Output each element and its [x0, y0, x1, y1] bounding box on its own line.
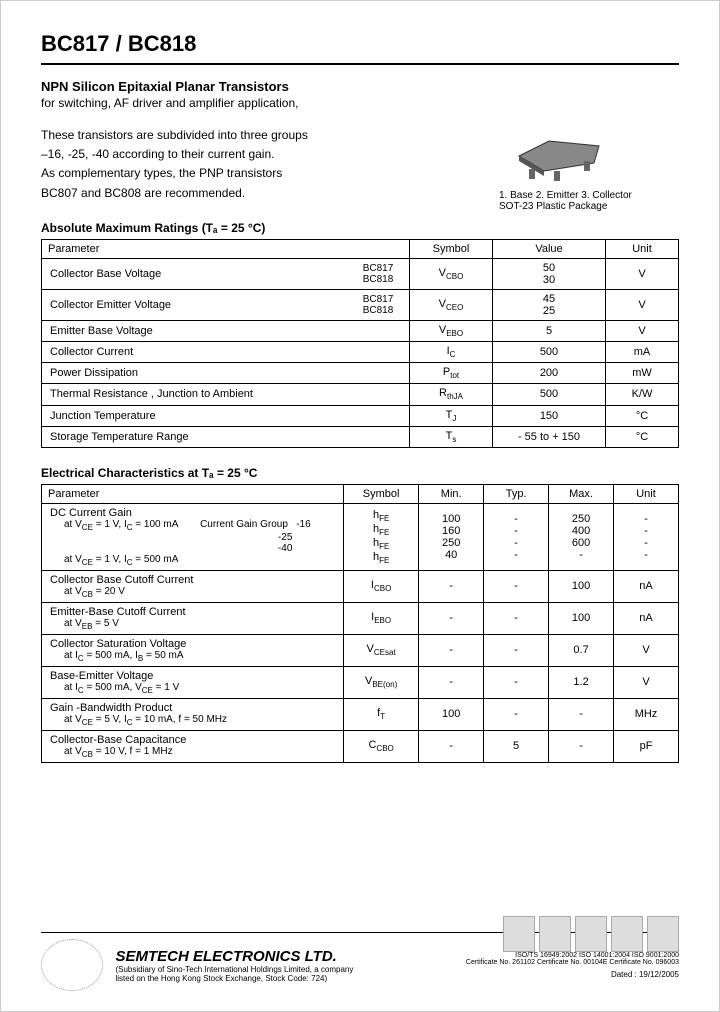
cert-text: ISO/TS 16949:2002 ISO 14001:2004 ISO 900… [466, 952, 679, 966]
col-unit: Unit [614, 484, 679, 503]
table-header-row: Parameter Symbol Min. Typ. Max. Unit [42, 484, 679, 503]
intro-l4: BC807 and BC808 are recommended. [41, 184, 401, 203]
company-sub: (Subsidiary of Sino-Tech International H… [115, 965, 353, 983]
company-name: SEMTECH ELECTRONICS LTD. [115, 948, 353, 965]
package-icon [499, 121, 619, 181]
cert-badge-icon [575, 916, 607, 952]
package-pins: 1. Base 2. Emitter 3. Collector [499, 190, 669, 201]
dated: Dated : 19/12/2005 [466, 970, 679, 979]
table-row: Storage Temperature RangeTs- 55 to + 150… [42, 426, 679, 447]
table-row: Thermal Resistance , Junction to Ambient… [42, 384, 679, 405]
table-row: Power DissipationPtot200mW [42, 363, 679, 384]
package-box: 1. Base 2. Emitter 3. Collector SOT-23 P… [499, 121, 669, 212]
table-row: Collector CurrentIC500mA [42, 341, 679, 362]
col-typ: Typ. [484, 484, 549, 503]
col-unit: Unit [606, 239, 679, 258]
table-row: Collector Saturation Voltageat IC = 500 … [42, 634, 679, 666]
table-row: Gain -Bandwidth Productat VCE = 5 V, IC … [42, 698, 679, 730]
table-row: Collector Base VoltageBC817BC818VCBO5030… [42, 258, 679, 289]
table-row: Collector Emitter VoltageBC817BC818VCEO4… [42, 289, 679, 320]
intro-l2: –16, -25, -40 according to their current… [41, 145, 401, 164]
footer: SEMTECH ELECTRONICS LTD. (Subsidiary of … [41, 932, 679, 991]
table-header-row: Parameter Symbol Value Unit [42, 239, 679, 258]
table-row: Emitter-Base Cutoff Currentat VEB = 5 VI… [42, 602, 679, 634]
divider [41, 63, 679, 65]
company-logo-icon [41, 939, 103, 991]
ec-title: Electrical Characteristics at Tₐ = 25 °C [41, 466, 679, 480]
col-value: Value [493, 239, 606, 258]
table-row: Collector-Base Capacitanceat VCB = 10 V,… [42, 730, 679, 762]
table-row: Collector Base Cutoff Currentat VCB = 20… [42, 570, 679, 602]
table-row: Emitter Base VoltageVEBO5V [42, 320, 679, 341]
col-parameter: Parameter [42, 484, 344, 503]
amr-title: Absolute Maximum Ratings (Tₐ = 25 °C) [41, 221, 679, 235]
subtitle: NPN Silicon Epitaxial Planar Transistors [41, 79, 679, 94]
col-max: Max. [549, 484, 614, 503]
col-symbol: Symbol [410, 239, 493, 258]
cert-block: ISO/TS 16949:2002 ISO 14001:2004 ISO 900… [466, 916, 679, 979]
col-min: Min. [419, 484, 484, 503]
table-row: DC Current Gainat VCE = 1 V, IC = 100 mA… [42, 503, 679, 570]
package-name: SOT-23 Plastic Package [499, 201, 669, 212]
cert-badge-icon [503, 916, 535, 952]
ec-table: Parameter Symbol Min. Typ. Max. Unit DC … [41, 484, 679, 763]
table-row: Junction TemperatureTJ150°C [42, 405, 679, 426]
intro-l3: As complementary types, the PNP transist… [41, 164, 401, 183]
footer-text: SEMTECH ELECTRONICS LTD. (Subsidiary of … [115, 948, 353, 983]
amr-table: Parameter Symbol Value Unit Collector Ba… [41, 239, 679, 448]
application-line: for switching, AF driver and amplifier a… [41, 96, 679, 110]
col-symbol: Symbol [344, 484, 419, 503]
datasheet-page: BC817 / BC818 NPN Silicon Epitaxial Plan… [0, 0, 720, 1012]
intro-text: These transistors are subdivided into th… [41, 126, 401, 203]
intro-l1: These transistors are subdivided into th… [41, 126, 401, 145]
part-title: BC817 / BC818 [41, 31, 679, 57]
table-row: Base-Emitter Voltageat IC = 500 mA, VCE … [42, 666, 679, 698]
cert-badge-icon [539, 916, 571, 952]
cert-badge-icon [611, 916, 643, 952]
cert-badge-icon [647, 916, 679, 952]
col-parameter: Parameter [42, 239, 410, 258]
